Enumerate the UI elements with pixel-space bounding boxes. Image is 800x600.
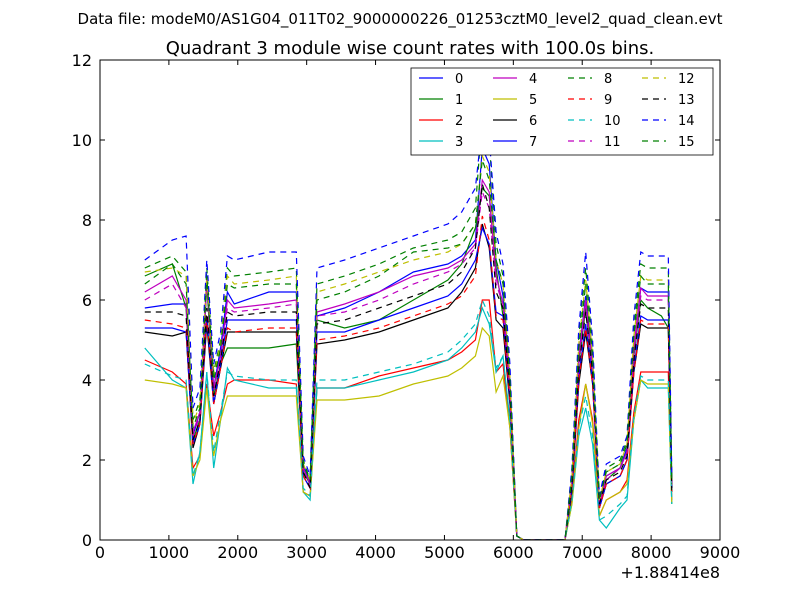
legend-label-15: 15 (678, 135, 695, 150)
legend-label-0: 0 (455, 72, 463, 87)
legend-label-7: 7 (529, 135, 537, 150)
y-tick-label-8: 8 (82, 211, 92, 230)
ticks-layer: 0 1000 2000 3000 4000 5000 6000 7000 8000 9000 0 2 4… (72, 51, 741, 562)
legend-label-14: 14 (678, 114, 695, 129)
y-tick-label-12: 12 (72, 51, 92, 70)
legend-label-5: 5 (529, 93, 537, 108)
y-tick-label-2: 2 (82, 451, 92, 470)
x-tick-label-3000: 3000 (286, 543, 327, 562)
x-tick-label-1000: 1000 (149, 543, 190, 562)
legend-box (410, 67, 714, 156)
x-offset-label: +1.88414e8 (620, 563, 720, 582)
legend-label-12: 12 (678, 72, 695, 87)
x-tick-label-6000: 6000 (493, 543, 534, 562)
legend-label-9: 9 (604, 93, 612, 108)
legend-label-11: 11 (604, 135, 621, 150)
x-tick-label-0: 0 (95, 543, 105, 562)
legend-label-6: 6 (529, 114, 537, 129)
series-line-10 (144, 298, 673, 540)
series-line-15 (144, 159, 673, 540)
y-tick-label-10: 10 (72, 131, 92, 150)
legend-label-1: 1 (455, 93, 463, 108)
chart-title: Quadrant 3 module wise count rates with … (166, 38, 655, 59)
legend-label-3: 3 (455, 135, 463, 150)
series-line-11 (144, 189, 673, 540)
file-name-suptitle: Data file: modeM0/AS1G04_011T02_90000002… (78, 10, 723, 29)
x-tick-label-4000: 4000 (355, 543, 396, 562)
legend-label-2: 2 (455, 114, 463, 129)
x-tick-label-9000: 9000 (700, 543, 741, 562)
x-tick-label-7000: 7000 (562, 543, 603, 562)
series-line-3 (144, 306, 673, 540)
x-tick-label-8000: 8000 (631, 543, 672, 562)
y-tick-label-4: 4 (82, 371, 92, 390)
x-tick-label-5000: 5000 (424, 543, 465, 562)
legend-label-8: 8 (604, 72, 612, 87)
legend-label-4: 4 (529, 72, 537, 87)
series-line-5 (144, 326, 673, 540)
series-line-7 (144, 226, 673, 540)
y-tick-label-0: 0 (82, 531, 92, 550)
y-tick-label-6: 6 (82, 291, 92, 310)
legend-label-10: 10 (604, 114, 621, 129)
series-line-13 (144, 183, 673, 540)
legend-label-13: 13 (678, 93, 695, 108)
series-line-9 (144, 215, 673, 540)
x-tick-label-2000: 2000 (217, 543, 258, 562)
